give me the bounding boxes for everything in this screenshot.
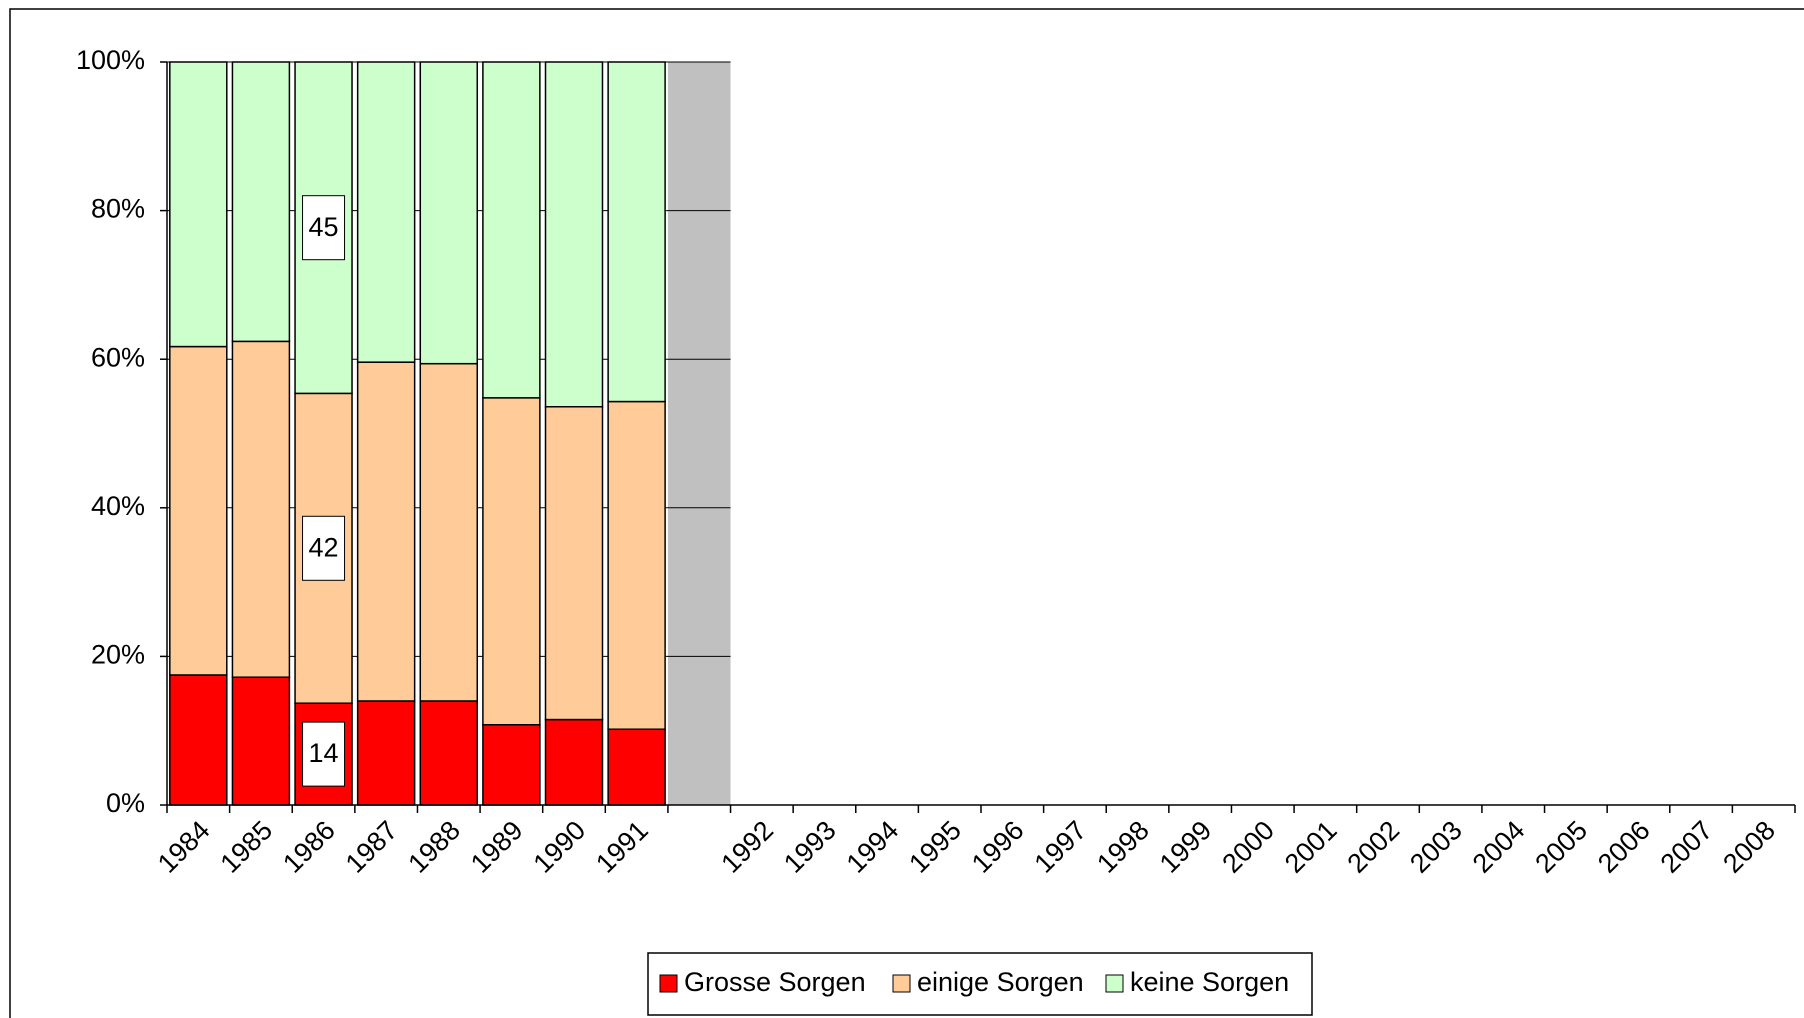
bar-segment [231, 676, 291, 806]
bar-segment [607, 728, 666, 806]
legend-label: keine Sorgen [1130, 967, 1289, 997]
y-tick-label: 100% [76, 45, 145, 75]
bar-segment [607, 61, 666, 403]
data-label: 45 [309, 212, 339, 242]
data-label-box [302, 721, 346, 787]
bar-segment [231, 340, 291, 678]
y-tick-label: 0% [106, 788, 145, 818]
legend-label: einige Sorgen [917, 967, 1084, 997]
y-tick-label: 60% [91, 342, 145, 372]
bar-segment [482, 724, 541, 806]
bar-segment [356, 361, 416, 702]
y-tick-label: 20% [91, 640, 145, 670]
bar-segment [607, 400, 666, 730]
data-label-box [302, 195, 346, 261]
bar-segment [356, 700, 416, 806]
bar-segment [169, 345, 228, 676]
legend-swatch [892, 974, 911, 993]
bar-segment [169, 674, 228, 806]
data-label: 14 [309, 738, 339, 768]
bar-segment [482, 61, 541, 399]
legend: Grosse Sorgen einige Sorgen keine Sorgen [647, 952, 1313, 1016]
y-tick-label: 40% [91, 491, 145, 521]
bar-segment [544, 61, 604, 408]
plot-background [667, 62, 731, 805]
bar-segment [544, 718, 604, 806]
legend-swatch [659, 974, 678, 993]
bar-segment [169, 61, 228, 348]
bar-segment [356, 61, 416, 363]
bar-segment [419, 362, 479, 702]
legend-swatch [1105, 974, 1124, 993]
bar-segment [231, 61, 291, 343]
data-label-box [302, 515, 346, 581]
legend-label: Grosse Sorgen [684, 967, 866, 997]
bar-segment [419, 61, 479, 365]
bar-segment [419, 700, 479, 806]
bar-segment [482, 397, 541, 726]
legend-box [647, 952, 1313, 1016]
data-label: 42 [309, 532, 339, 562]
bar-segment [544, 406, 604, 721]
y-tick-label: 80% [91, 194, 145, 224]
